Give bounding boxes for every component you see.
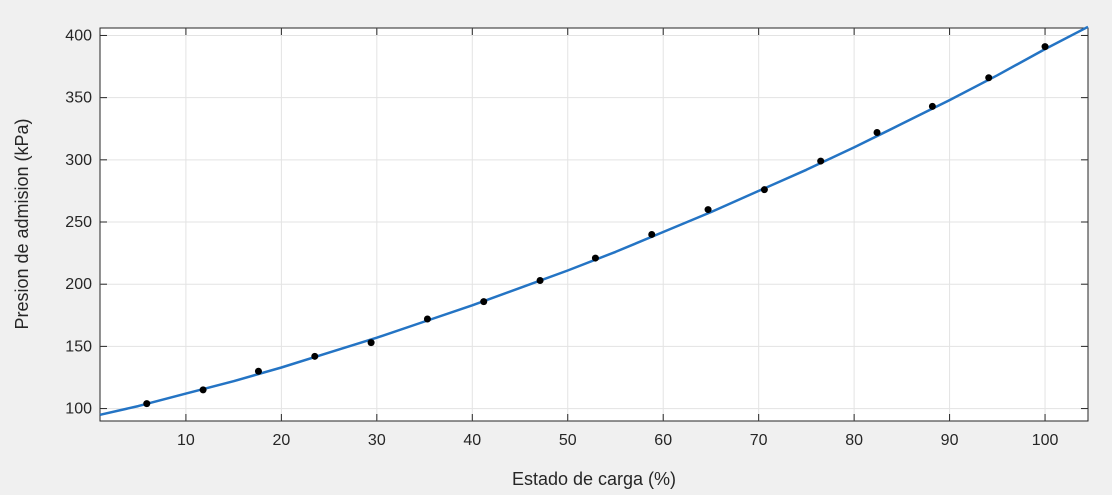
data-point — [648, 230, 656, 238]
data-point — [480, 298, 488, 306]
x-tick-label: 90 — [941, 432, 959, 449]
data-point — [873, 128, 881, 136]
data-point — [367, 339, 375, 347]
y-tick-label: 200 — [65, 276, 92, 293]
plot-area — [99, 27, 1089, 422]
x-tick-label: 50 — [559, 432, 577, 449]
grid — [100, 28, 1088, 421]
data-point — [536, 276, 544, 284]
y-tick-label: 150 — [65, 338, 92, 355]
data-points-series — [143, 43, 1049, 408]
data-point — [985, 74, 993, 82]
data-point — [254, 367, 262, 375]
data-point — [423, 315, 431, 323]
data-point — [199, 386, 207, 394]
x-tick-label: 20 — [272, 432, 290, 449]
y-tick-label: 100 — [65, 401, 92, 418]
x-tick-label: 70 — [750, 432, 768, 449]
axis-ticks — [100, 28, 1088, 421]
y-tick-label: 350 — [65, 90, 92, 107]
y-tick-labels: 100 150 200 250 300 350 400 — [65, 27, 92, 417]
data-point — [143, 400, 151, 408]
x-tick-label: 80 — [845, 432, 863, 449]
y-tick-label: 250 — [65, 214, 92, 231]
x-tick-label: 100 — [1032, 432, 1059, 449]
data-point — [817, 157, 825, 165]
data-point — [704, 206, 712, 214]
x-tick-labels: 10 20 30 40 50 60 70 80 90 100 — [177, 432, 1058, 449]
x-tick-label: 40 — [463, 432, 481, 449]
x-tick-label: 60 — [654, 432, 672, 449]
y-tick-label: 400 — [65, 27, 92, 44]
data-point — [591, 254, 599, 262]
x-axis-title: Estado de carga (%) — [512, 469, 676, 489]
x-tick-label: 10 — [177, 432, 195, 449]
y-tick-label: 300 — [65, 152, 92, 169]
data-point — [928, 102, 936, 110]
data-point — [311, 352, 319, 360]
data-point — [1041, 43, 1049, 51]
x-tick-label: 30 — [368, 432, 386, 449]
y-axis-title: Presion de admision (kPa) — [12, 118, 32, 329]
data-point — [760, 186, 768, 194]
